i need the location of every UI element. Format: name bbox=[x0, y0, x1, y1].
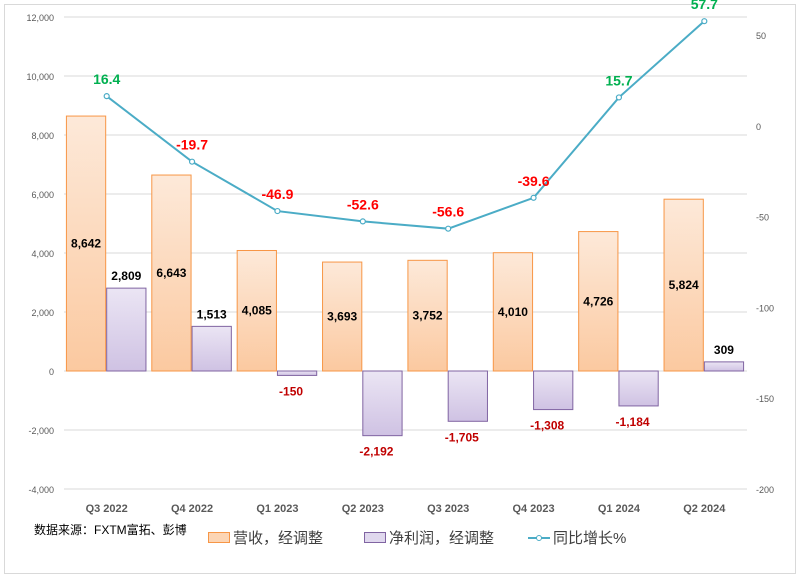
profit-label: -1,705 bbox=[445, 430, 479, 444]
profit-bar bbox=[276, 370, 318, 376]
right-tick-label: 50 bbox=[756, 31, 766, 41]
growth-point bbox=[530, 194, 537, 201]
category-label: Q4 2022 bbox=[171, 503, 213, 515]
profit-bar bbox=[703, 361, 745, 372]
left-tick-label: -4,000 bbox=[28, 485, 54, 495]
profit-label: 2,809 bbox=[111, 269, 141, 283]
revenue-label: 4,726 bbox=[583, 294, 613, 308]
growth-line bbox=[106, 20, 705, 230]
profit-bar bbox=[533, 370, 574, 411]
profit-label: 309 bbox=[714, 343, 734, 357]
legend-label-revenue: 营收，经调整 bbox=[233, 530, 324, 547]
profit-label: -1,184 bbox=[616, 415, 650, 429]
legend-swatch-revenue bbox=[208, 532, 230, 543]
legend-swatch-growth bbox=[528, 534, 550, 541]
legend-revenue: 营收，经调整 bbox=[208, 527, 323, 548]
source-note: 数据来源：FXTM富拓、彭博 bbox=[34, 523, 187, 537]
left-tick-label: -2,000 bbox=[28, 426, 54, 436]
revenue-label: 3,752 bbox=[413, 309, 443, 323]
legend-profit: 净利润，经调整 bbox=[364, 527, 494, 548]
profit-bar bbox=[191, 325, 232, 372]
revenue-label: 5,824 bbox=[669, 278, 699, 292]
left-tick-label: 8,000 bbox=[31, 131, 54, 141]
revenue-bar bbox=[322, 261, 363, 372]
category-label: Q2 2023 bbox=[342, 503, 384, 515]
growth-point bbox=[445, 225, 452, 232]
category-label: Q3 2022 bbox=[86, 503, 128, 515]
growth-label: 15.7 bbox=[605, 72, 632, 88]
right-tick-label: -50 bbox=[756, 213, 769, 223]
profit-label: -1,308 bbox=[530, 419, 564, 433]
growth-point bbox=[188, 158, 196, 165]
profit-label: 1,513 bbox=[197, 307, 227, 321]
revenue-label: 8,642 bbox=[71, 237, 101, 251]
left-tick-label: 12,000 bbox=[26, 13, 54, 23]
category-label: Q1 2023 bbox=[256, 503, 298, 515]
left-tick-label: 0 bbox=[49, 367, 54, 377]
category-label: Q1 2024 bbox=[598, 503, 641, 515]
revenue-bar bbox=[151, 174, 192, 372]
revenue-label: 6,643 bbox=[156, 266, 186, 280]
right-tick-label: -100 bbox=[756, 303, 774, 313]
profit-bar bbox=[447, 370, 488, 422]
growth-point bbox=[615, 94, 623, 101]
growth-point bbox=[274, 207, 281, 215]
revenue-bar bbox=[407, 259, 448, 372]
profit-label: -2,192 bbox=[359, 445, 393, 459]
growth-label: -52.6 bbox=[347, 196, 379, 212]
revenue-bar bbox=[663, 198, 704, 372]
legend-growth: 同比增长% bbox=[528, 527, 626, 548]
category-label: Q3 2023 bbox=[427, 503, 469, 515]
profit-label: -150 bbox=[279, 384, 303, 398]
revenue-bar bbox=[492, 252, 534, 372]
profit-bar bbox=[106, 287, 147, 372]
left-tick-label: 10,000 bbox=[26, 72, 54, 82]
growth-point bbox=[103, 93, 110, 100]
revenue-bar bbox=[578, 231, 619, 372]
left-tick-label: 6,000 bbox=[31, 190, 54, 200]
legend-swatch-profit bbox=[364, 532, 386, 543]
legend-label-growth: 同比增长% bbox=[553, 530, 627, 547]
category-label: Q2 2024 bbox=[683, 503, 726, 515]
left-tick-label: 4,000 bbox=[31, 249, 54, 259]
legend-label-profit: 净利润，经调整 bbox=[389, 530, 495, 547]
chart-frame bbox=[4, 4, 796, 574]
revenue-bar bbox=[65, 115, 107, 372]
growth-label: 57.7 bbox=[691, 0, 718, 12]
revenue-label: 4,010 bbox=[498, 305, 528, 319]
right-tick-label: -150 bbox=[756, 394, 774, 404]
growth-label: -46.9 bbox=[261, 186, 293, 202]
profit-bar bbox=[618, 370, 659, 407]
category-label: Q4 2023 bbox=[512, 503, 554, 515]
growth-point bbox=[701, 18, 708, 25]
right-tick-label: 0 bbox=[756, 122, 761, 132]
revenue-label: 4,085 bbox=[242, 304, 272, 318]
left-tick-label: 2,000 bbox=[31, 308, 54, 318]
growth-label: -39.6 bbox=[518, 173, 550, 189]
profit-bar bbox=[362, 370, 403, 437]
growth-point bbox=[359, 218, 366, 225]
growth-label: -56.6 bbox=[432, 204, 464, 220]
growth-label: -19.7 bbox=[176, 137, 208, 153]
right-tick-label: -200 bbox=[756, 485, 774, 495]
revenue-label: 3,693 bbox=[327, 310, 357, 324]
growth-label: 16.4 bbox=[93, 71, 120, 87]
revenue-bar bbox=[236, 249, 277, 372]
